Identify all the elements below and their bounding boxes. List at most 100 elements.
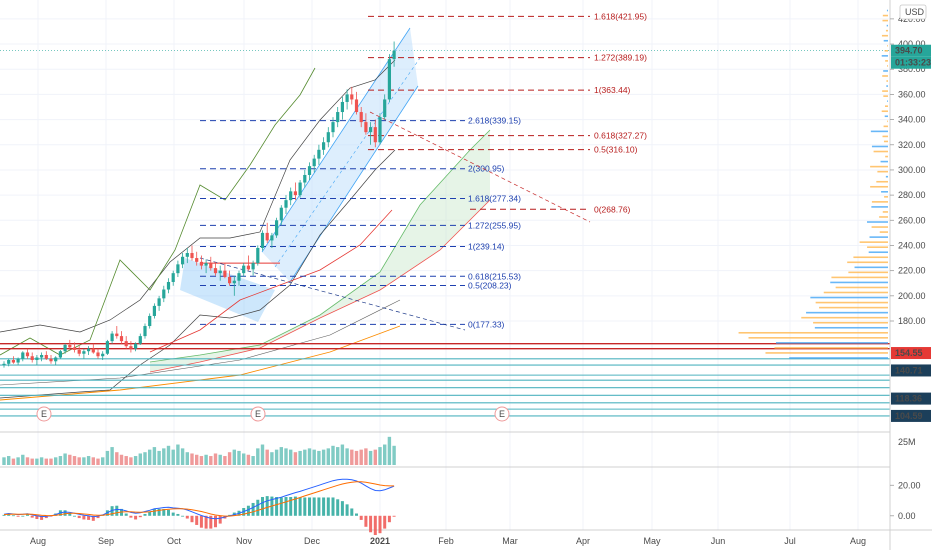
earnings-marker[interactable] bbox=[494, 406, 510, 422]
volume-profile-bar bbox=[819, 306, 888, 309]
earnings-marker[interactable] bbox=[36, 406, 52, 422]
volume-bar bbox=[223, 456, 227, 465]
volume-profile-bar bbox=[835, 286, 888, 289]
price-badge[interactable] bbox=[891, 409, 931, 422]
volume-bar bbox=[185, 452, 189, 465]
candle-body bbox=[96, 352, 100, 357]
price-badge[interactable] bbox=[891, 364, 931, 377]
volume-bar bbox=[152, 447, 157, 465]
bollinger-upper bbox=[0, 59, 396, 333]
volume-profile-bar bbox=[886, 80, 888, 82]
macd-line bbox=[3, 478, 395, 520]
volume-bar bbox=[190, 453, 194, 465]
volume-profile bbox=[738, 9, 888, 359]
candle-body bbox=[166, 281, 171, 290]
candle-body bbox=[354, 99, 359, 113]
fib-label: 0.5(316.10) bbox=[594, 145, 638, 155]
volume-bar bbox=[260, 444, 265, 465]
volume-bar bbox=[101, 457, 105, 465]
candle-body bbox=[63, 344, 67, 352]
fib-extension-lower: 2.618(339.15) 2(300.95) 1.618(277.34) 1.272… bbox=[200, 116, 521, 329]
candle-body bbox=[190, 253, 194, 259]
fib-label: 0.618(327.27) bbox=[594, 131, 647, 141]
volume-bar bbox=[321, 449, 326, 465]
volume-profile-bar bbox=[885, 60, 888, 62]
volume-profile-bar bbox=[774, 347, 888, 349]
volume-bar bbox=[392, 445, 396, 465]
candle-body bbox=[213, 268, 218, 274]
volume-profile-bar bbox=[810, 296, 888, 299]
macd-histogram-bar bbox=[124, 513, 128, 516]
time-axis-label: Aug bbox=[30, 536, 46, 546]
candle-body bbox=[383, 99, 387, 118]
volume-profile-bar bbox=[789, 357, 888, 359]
volume-profile-bar bbox=[848, 271, 888, 274]
price-tick-label: 360.00 bbox=[898, 89, 926, 99]
macd-histogram-bar bbox=[63, 510, 67, 516]
candle-body bbox=[101, 353, 105, 357]
candle-body bbox=[284, 200, 288, 208]
volume-bar bbox=[171, 449, 175, 465]
price-tick-label: 400.00 bbox=[898, 39, 926, 49]
fib-label: 0(177.33) bbox=[468, 319, 505, 329]
time-axis-label: Dec bbox=[304, 536, 321, 546]
macd-histogram-bar bbox=[364, 515, 368, 527]
candle-body bbox=[129, 346, 133, 349]
macd-histogram-bar bbox=[199, 515, 203, 528]
candle-body bbox=[378, 117, 382, 143]
macd-histogram-bar bbox=[2, 514, 6, 516]
candle-body bbox=[256, 247, 260, 264]
volume-bar bbox=[251, 456, 255, 465]
candle-body bbox=[232, 280, 236, 284]
volume-bar bbox=[199, 456, 204, 465]
time-axis-label: Mar bbox=[502, 536, 518, 546]
volume-profile-bar bbox=[884, 50, 888, 52]
price-badge[interactable] bbox=[891, 392, 931, 405]
fib-label: 2.618(339.15) bbox=[468, 116, 521, 126]
volume-profile-bar bbox=[879, 231, 888, 233]
earnings-marker[interactable] bbox=[250, 406, 266, 422]
volume-bar bbox=[317, 450, 321, 465]
volume-profile-bar bbox=[869, 236, 888, 238]
volume-bar bbox=[331, 445, 335, 465]
volume-bar bbox=[54, 457, 58, 465]
price-badge-label: 01:33:23 bbox=[895, 58, 931, 68]
macd-histogram-bar bbox=[110, 506, 114, 516]
macd-pane: 20.00 0.00 bbox=[2, 478, 921, 536]
time-axis-label: May bbox=[643, 536, 661, 546]
macd-histogram-bar bbox=[167, 509, 170, 516]
volume-profile-bar bbox=[883, 39, 888, 42]
candle-body bbox=[279, 207, 283, 221]
volume-bar bbox=[35, 458, 39, 465]
price-badge[interactable] bbox=[891, 44, 931, 57]
macd-histogram-bar bbox=[246, 505, 250, 516]
macd-histogram-bar bbox=[275, 497, 279, 516]
macd-histogram-bar bbox=[289, 497, 293, 516]
candle-body bbox=[157, 298, 161, 306]
volume-bar bbox=[157, 450, 161, 465]
volume-profile-bar bbox=[831, 276, 888, 279]
currency-label[interactable]: USD bbox=[905, 7, 925, 17]
currency-badge-box bbox=[899, 4, 927, 20]
macd-histogram-bar bbox=[129, 515, 133, 518]
volume-profile-bar bbox=[775, 342, 888, 344]
candle-body bbox=[16, 358, 20, 363]
volume-bar bbox=[63, 453, 67, 465]
candle-body bbox=[82, 351, 86, 354]
price-badge-label: 154.55 bbox=[895, 348, 923, 358]
volume-profile-bar bbox=[882, 75, 888, 77]
volume-profile-bar bbox=[886, 9, 888, 12]
macd-histogram-bar bbox=[44, 515, 48, 519]
price-badge[interactable] bbox=[891, 56, 931, 69]
candle-body bbox=[68, 344, 72, 348]
volume-profile-bar bbox=[867, 221, 888, 223]
candle-body bbox=[265, 232, 269, 241]
volume-profile-bar bbox=[882, 135, 888, 138]
macd-histogram-bar bbox=[308, 497, 311, 516]
volume-bar bbox=[115, 452, 119, 465]
price-badge-label: 394.70 bbox=[895, 46, 923, 56]
macd-histogram-bar bbox=[148, 511, 152, 516]
channel-fill-1 bbox=[180, 258, 275, 322]
price-badge[interactable] bbox=[891, 347, 931, 360]
macd-histogram-bar bbox=[256, 499, 260, 516]
